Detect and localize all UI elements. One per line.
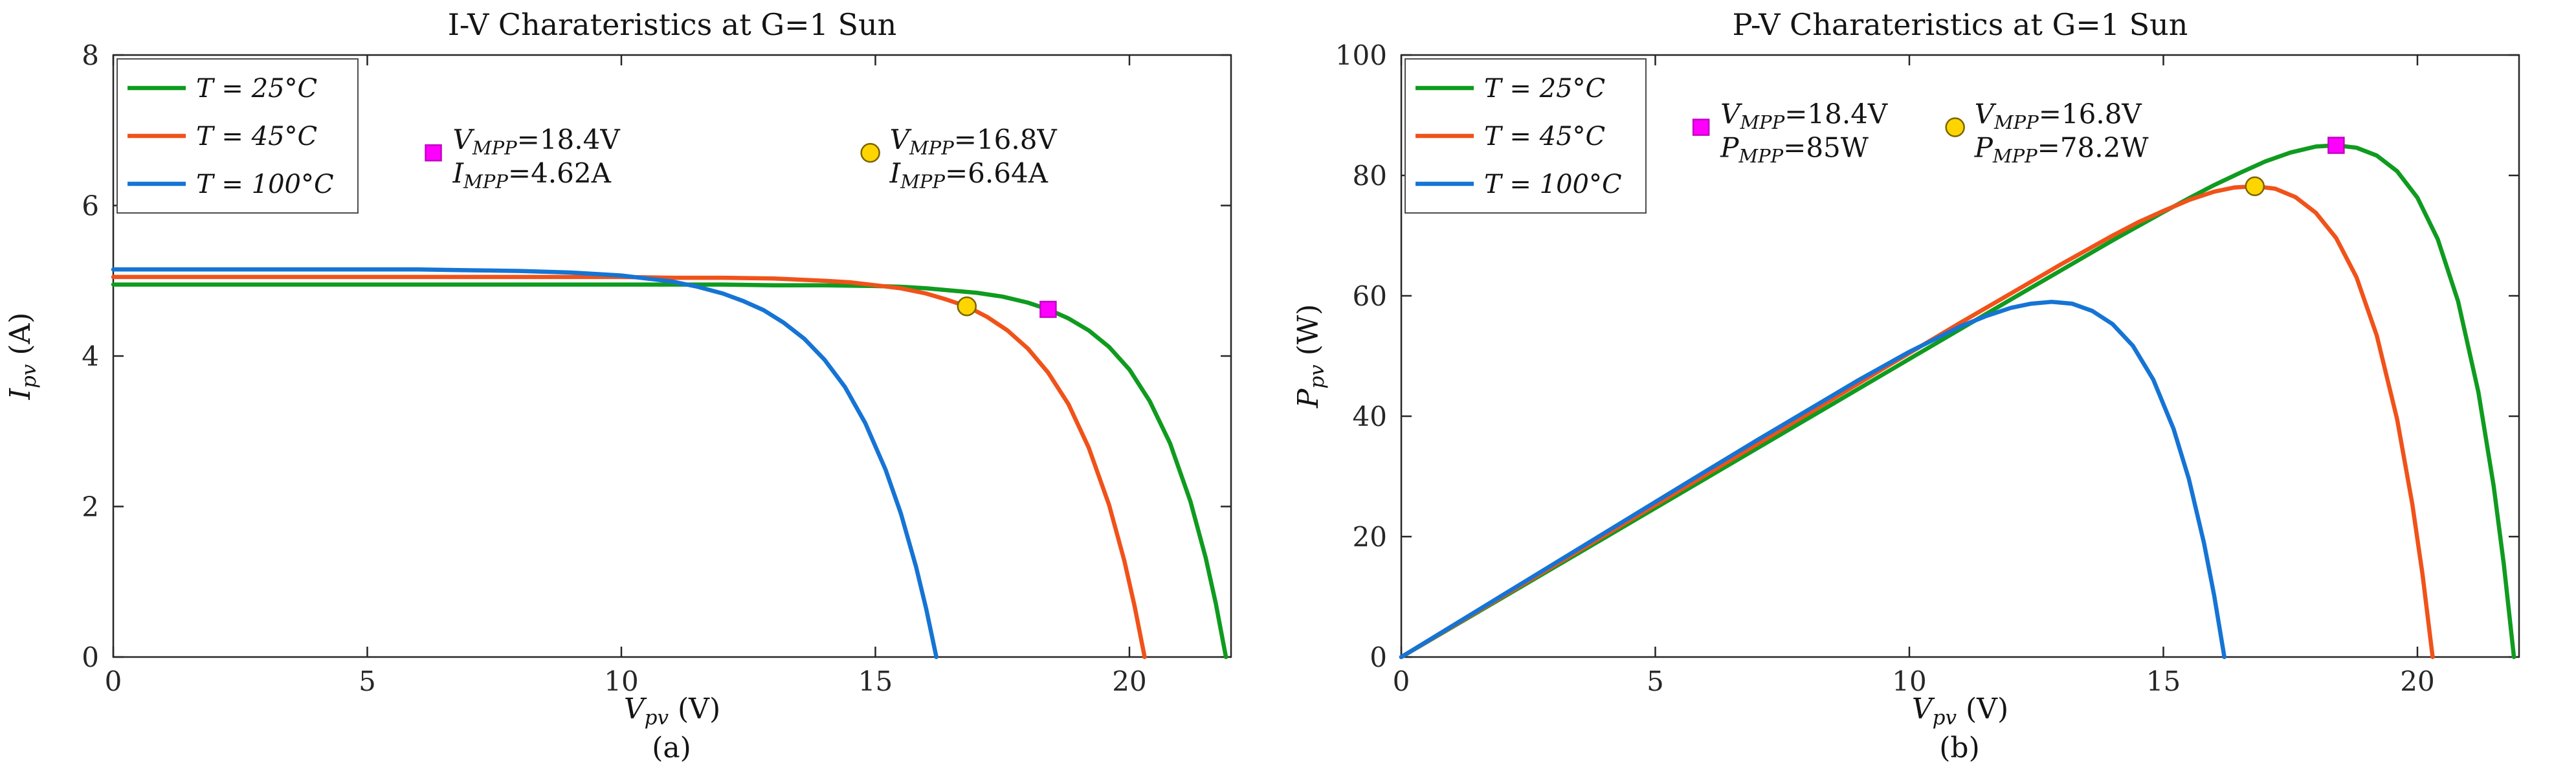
mpp-square-marker — [1692, 118, 1710, 136]
pv-panel: P-V Charateristics at G=1 Sun 0 5 10 15 20 0 20… — [1288, 0, 2576, 780]
mpp-markers — [2245, 137, 2345, 196]
legend-label: T = 25°C — [1484, 74, 1605, 104]
curve-0 — [1399, 143, 2516, 660]
y-axis-label: Ppv (W) — [1292, 304, 1329, 409]
mpp-square-marker — [425, 144, 442, 162]
legend: T = 25°C T = 45°C T = 100°C — [117, 58, 359, 214]
x-axis-label: Vpv (V) — [624, 693, 720, 730]
y-tick-label: 6 — [82, 190, 99, 222]
x-tick-label: 15 — [858, 665, 893, 697]
legend-label: T = 100°C — [1484, 170, 1622, 199]
mpp-square-marker — [1039, 300, 1057, 318]
x-tick-label: 20 — [1112, 665, 1146, 697]
legend-label: T = 25°C — [196, 74, 317, 104]
y-tick-label: 20 — [1353, 521, 1387, 553]
annotation-text: PMPP=78.2W — [1974, 132, 2149, 167]
mpp-circle-marker — [1945, 117, 1965, 137]
pv-chart: P-V Charateristics at G=1 Sun 0 5 10 15 20 0 20… — [1292, 7, 2520, 730]
annotation-text: IMPP=4.62A — [452, 157, 612, 192]
y-tick-label: 4 — [82, 340, 99, 372]
x-tick-label: 5 — [1647, 665, 1664, 697]
y-tick-label: 40 — [1353, 401, 1387, 432]
iv-caption: (a) — [652, 731, 691, 764]
iv-chart: I-V Charateristics at G=1 Sun 0 5 10 15 20 0 2 4… — [4, 7, 1232, 730]
annotation-text: PMPP=85W — [1720, 132, 1869, 167]
annotation-text: IMPP=6.64A — [889, 157, 1049, 192]
annotation-text: VMPP=16.8V — [890, 124, 1058, 159]
series-curves — [111, 267, 1228, 660]
y-tick-label: 0 — [1370, 641, 1387, 673]
chart-title: I-V Charateristics at G=1 Sun — [448, 7, 897, 42]
x-tick-label: 10 — [1892, 665, 1926, 697]
legend-label: T = 45°C — [196, 122, 317, 151]
curve-1 — [1399, 184, 2435, 660]
curve-2 — [111, 267, 938, 660]
x-tick-label: 20 — [2400, 665, 2434, 697]
mpp-markers — [957, 296, 1057, 318]
annotation-text: VMPP=16.8V — [1975, 98, 2142, 133]
chart-title: P-V Charateristics at G=1 Sun — [1733, 7, 2188, 42]
x-tick-label: 5 — [359, 665, 376, 697]
curve-2 — [1399, 300, 2226, 660]
iv-panel: I-V Charateristics at G=1 Sun 0 5 10 15 20 0 2 4… — [4, 7, 1232, 764]
y-tick-label: 60 — [1353, 280, 1387, 312]
curve-1 — [111, 274, 1147, 660]
x-tick-label: 10 — [604, 665, 638, 697]
y-tick-label: 80 — [1353, 160, 1387, 192]
mpp-circle-marker — [860, 142, 880, 163]
x-tick-label: 15 — [2146, 665, 2181, 697]
mpp-circle-marker — [2245, 176, 2265, 196]
mpp-square-marker — [2327, 137, 2345, 154]
mpp-circle-marker — [957, 296, 977, 317]
x-tick-label: 0 — [105, 665, 122, 697]
axes: 0 5 10 15 20 0 2 4 6 8 — [82, 39, 1232, 697]
annotation-text: VMPP=18.4V — [453, 124, 621, 159]
x-tick-label: 0 — [1393, 665, 1410, 697]
y-tick-label: 0 — [82, 641, 99, 673]
y-axis-label: Ipv (A) — [4, 313, 41, 401]
legend-label: T = 100°C — [196, 170, 334, 199]
x-axis-label: Vpv (V) — [1912, 693, 2008, 730]
legend-label: T = 45°C — [1484, 122, 1605, 151]
axes: 0 5 10 15 20 0 20 40 60 80 100 — [1335, 39, 2520, 697]
curve-0 — [111, 282, 1228, 660]
series-curves — [1399, 143, 2516, 660]
legend: T = 25°C T = 45°C T = 100°C — [1405, 58, 1647, 214]
y-tick-label: 8 — [82, 39, 99, 71]
y-tick-label: 2 — [82, 491, 99, 523]
y-tick-label: 100 — [1335, 39, 1387, 71]
pv-caption: (b) — [1939, 731, 1980, 764]
annotation-text: VMPP=18.4V — [1720, 98, 1888, 133]
